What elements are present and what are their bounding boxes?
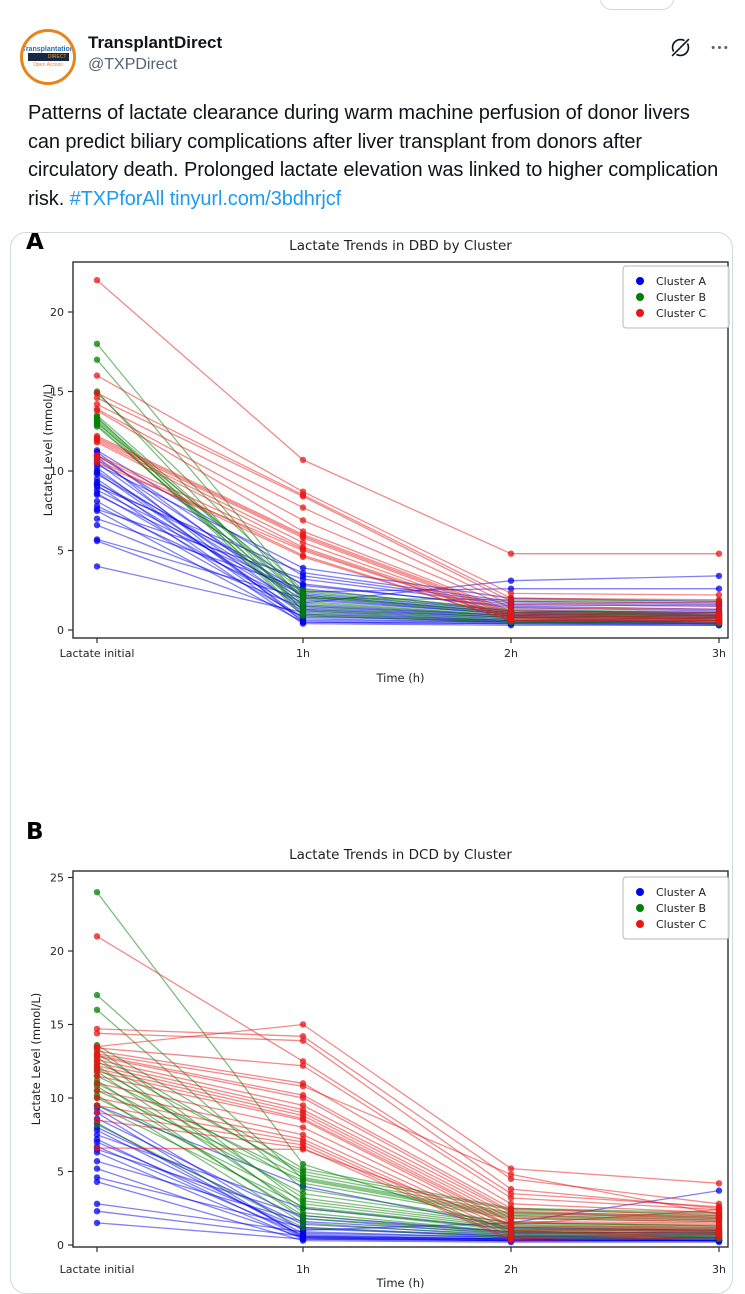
svg-text:5: 5 <box>57 1166 64 1179</box>
panel-label-a: A <box>26 232 44 255</box>
svg-text:1h: 1h <box>296 647 310 660</box>
svg-text:15: 15 <box>50 386 64 399</box>
svg-text:3h: 3h <box>712 1263 726 1276</box>
svg-text:Lactate Trends in DBD by Clust: Lactate Trends in DBD by Cluster <box>289 238 512 254</box>
svg-text:20: 20 <box>50 306 64 319</box>
post-text: Patterns of lactate clearance during war… <box>28 99 722 213</box>
grok-icon[interactable] <box>669 36 692 59</box>
svg-text:Lactate Level (mmol/L): Lactate Level (mmol/L) <box>41 384 55 516</box>
avatar-logo-text: Transplantation <box>21 46 75 53</box>
media-card[interactable]: A 0 5 10 15 20 Lactate initial 1h 2h 3h Lactate T… <box>10 232 733 1294</box>
more-icon[interactable] <box>710 38 729 57</box>
svg-text:10: 10 <box>50 465 64 478</box>
svg-text:Lactate Level (mmol/L): Lactate Level (mmol/L) <box>29 993 43 1125</box>
svg-text:5: 5 <box>57 545 64 558</box>
svg-text:Cluster B: Cluster B <box>656 902 706 915</box>
svg-text:Lactate Trends in DCD by Clust: Lactate Trends in DCD by Cluster <box>289 847 512 863</box>
svg-text:1h: 1h <box>296 1263 310 1276</box>
svg-text:Time (h): Time (h) <box>375 671 424 685</box>
svg-text:Time (h): Time (h) <box>375 1276 424 1290</box>
svg-text:25: 25 <box>50 872 64 885</box>
url-link[interactable]: tinyurl.com/3bdhrjcf <box>169 187 342 210</box>
avatar[interactable]: Transplantation DIRECT Open Access <box>20 29 76 85</box>
svg-text:2h: 2h <box>504 1263 518 1276</box>
chart-dcd-by-cluster: 0 5 10 15 20 25 Lactate initial 1h 2h 3h Lactate T… <box>29 847 730 1290</box>
author-block[interactable]: TransplantDirect @TXPDirect <box>88 33 222 74</box>
author-name[interactable]: TransplantDirect <box>88 33 223 52</box>
svg-text:0: 0 <box>57 1239 64 1252</box>
author-handle[interactable]: @TXPDirect <box>88 56 178 73</box>
svg-text:Cluster B: Cluster B <box>656 291 706 304</box>
svg-text:Cluster C: Cluster C <box>656 918 707 931</box>
svg-text:10: 10 <box>50 1092 64 1105</box>
chart-dbd-by-cluster: 0 5 10 15 20 Lactate initial 1h 2h 3h Lactate Tre… <box>41 238 730 685</box>
svg-text:Cluster A: Cluster A <box>656 886 707 899</box>
hashtag-link[interactable]: #TXPforAll <box>69 187 165 210</box>
svg-text:0: 0 <box>57 624 64 637</box>
svg-text:20: 20 <box>50 945 64 958</box>
avatar-logo-tagline: Open Access <box>33 62 63 68</box>
svg-text:3h: 3h <box>712 647 726 660</box>
svg-text:Lactate initial: Lactate initial <box>60 647 135 660</box>
post-header: Transplantation DIRECT Open Access Trans… <box>0 0 745 95</box>
svg-text:Lactate initial: Lactate initial <box>60 1263 135 1276</box>
svg-text:Cluster A: Cluster A <box>656 275 707 288</box>
svg-text:15: 15 <box>50 1019 64 1032</box>
panel-label-b: B <box>26 819 44 845</box>
svg-text:2h: 2h <box>504 647 518 660</box>
avatar-logo-subtext: DIRECT <box>27 53 69 61</box>
post-text-segment: Patterns of lactate clearance during war… <box>28 102 719 210</box>
svg-text:Cluster C: Cluster C <box>656 307 707 320</box>
